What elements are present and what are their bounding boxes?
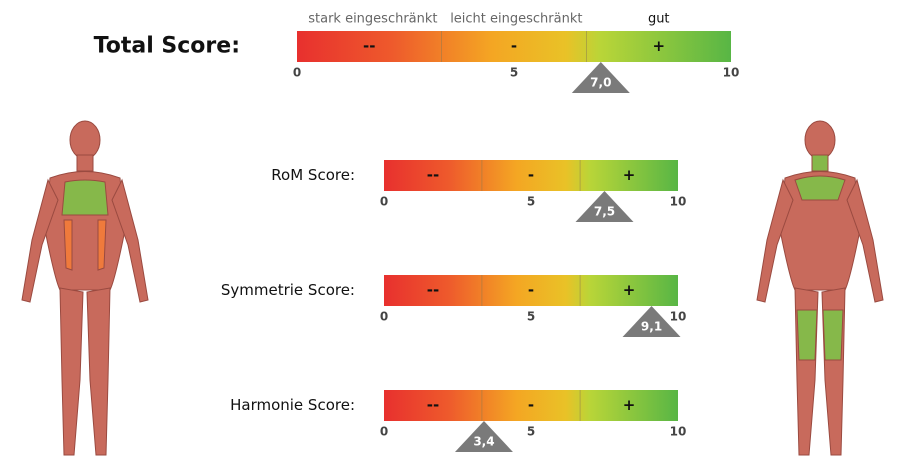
zone-symbol: +: [623, 396, 636, 414]
tick-label: 5: [527, 310, 535, 324]
zone-symbol: -: [528, 281, 534, 299]
front-figure: [22, 121, 148, 455]
tick-label: 5: [527, 425, 535, 439]
tick-label: 10: [670, 310, 687, 324]
tick-label: 10: [723, 66, 740, 80]
score-value: 7,0: [590, 76, 611, 90]
zone-symbol: +: [652, 37, 665, 55]
tick-label: 0: [380, 425, 388, 439]
score-page: Total Score:---+stark eingeschränktleich…: [0, 0, 897, 469]
tick-label: 0: [293, 66, 301, 80]
tick-label: 5: [510, 66, 518, 80]
score-label: Total Score:: [94, 34, 240, 59]
zone-symbol: --: [427, 396, 439, 414]
zone-symbol: -: [528, 396, 534, 414]
zone-header: stark eingeschränkt: [308, 12, 437, 27]
zone-symbol: +: [623, 281, 636, 299]
score-label: RoM Score:: [271, 166, 355, 184]
zone-symbol: --: [363, 37, 375, 55]
zone-symbol: -: [511, 37, 517, 55]
score-label: Symmetrie Score:: [221, 281, 355, 299]
zone-header: leicht eingeschränkt: [450, 12, 582, 27]
tick-label: 10: [670, 195, 687, 209]
zone-symbol: +: [623, 166, 636, 184]
score-value: 9,1: [641, 320, 662, 334]
score-value: 3,4: [473, 435, 494, 449]
tick-label: 10: [670, 425, 687, 439]
score-label: Harmonie Score:: [230, 396, 355, 414]
score-value: 7,5: [594, 205, 615, 219]
zone-symbol: -: [528, 166, 534, 184]
tick-label: 0: [380, 195, 388, 209]
back-figure: [757, 121, 883, 455]
zone-symbol: --: [427, 281, 439, 299]
zone-header: gut: [648, 12, 670, 27]
tick-label: 5: [527, 195, 535, 209]
zone-symbol: --: [427, 166, 439, 184]
tick-label: 0: [380, 310, 388, 324]
